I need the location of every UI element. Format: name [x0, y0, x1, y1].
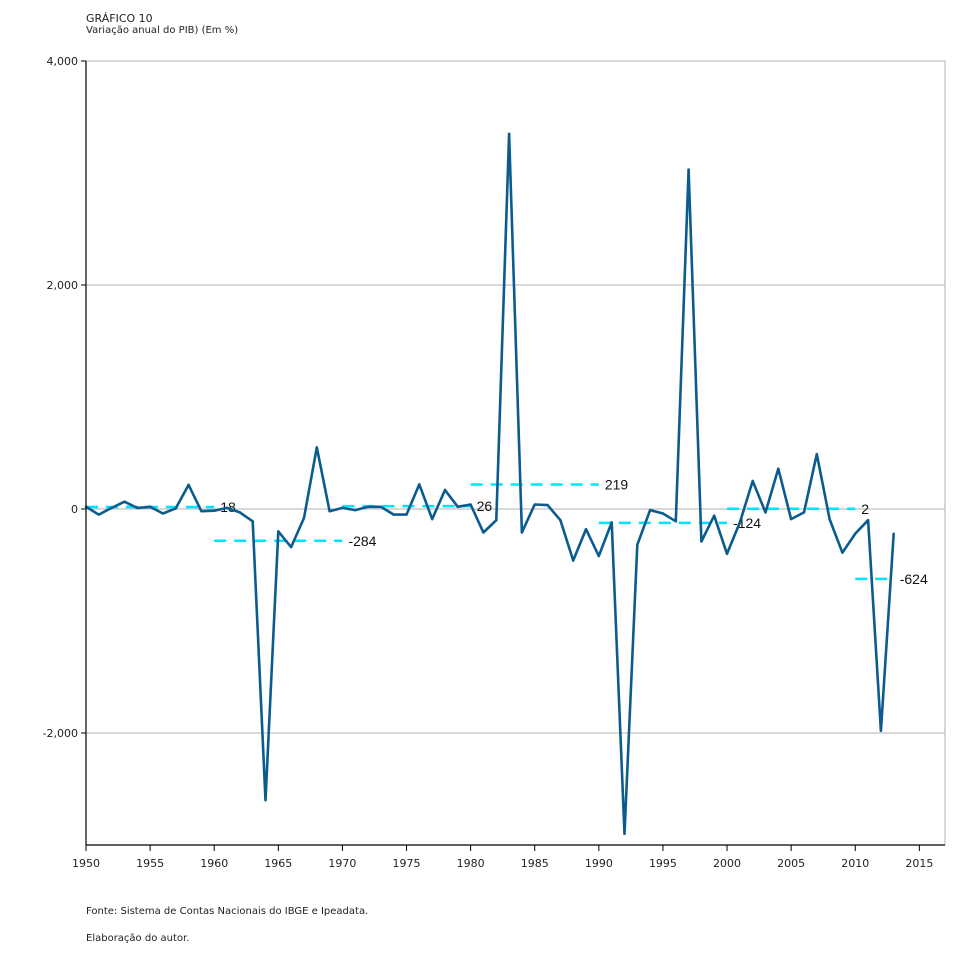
data-point	[520, 531, 524, 534]
x-tick-label: 1985	[521, 857, 549, 870]
data-point	[97, 513, 101, 516]
data-point	[213, 509, 216, 512]
x-tick-label: 1990	[585, 857, 613, 870]
data-point	[559, 519, 562, 522]
data-point	[405, 513, 408, 516]
data-point	[789, 517, 793, 521]
data-point	[802, 511, 806, 514]
data-point	[302, 516, 306, 520]
data-point	[648, 508, 652, 512]
average-label: -624	[900, 571, 928, 587]
x-tick-label: 2005	[777, 857, 805, 870]
data-point	[610, 521, 613, 524]
data-point	[341, 506, 344, 510]
data-point	[174, 507, 177, 510]
data-point	[251, 520, 254, 523]
series-layer	[84, 132, 895, 836]
average-label: 26	[477, 498, 493, 514]
data-point	[354, 508, 357, 512]
y-tick-label: 4,000	[47, 55, 79, 68]
data-point	[469, 503, 472, 506]
credit-note: Elaboração do autor.	[86, 933, 190, 944]
y-tick-label: -2,000	[43, 727, 78, 740]
data-point	[661, 512, 665, 515]
average-label: -284	[348, 533, 376, 549]
data-point	[418, 483, 421, 486]
data-point	[687, 168, 690, 171]
data-point	[315, 446, 318, 449]
x-tick-label: 1965	[264, 857, 292, 870]
x-tick-label: 2015	[905, 857, 933, 870]
data-point	[136, 506, 139, 510]
data-point	[584, 527, 588, 531]
data-point	[764, 511, 767, 514]
axes: -2,000 0 2,000 4,000 1950 1955 1960 1965 1970 197…	[43, 55, 945, 870]
data-point	[225, 506, 229, 510]
data-point	[277, 530, 280, 533]
data-point	[443, 488, 447, 492]
x-tick-label: 1995	[649, 857, 677, 870]
figure-label: GRÁFICO 10	[86, 12, 153, 25]
data-point	[495, 519, 498, 522]
data-point	[623, 832, 626, 835]
x-tick-label: 1960	[200, 857, 228, 870]
data-point	[456, 505, 460, 508]
data-point	[161, 512, 165, 515]
data-point	[392, 513, 395, 516]
data-point	[379, 505, 383, 508]
data-point	[533, 503, 536, 506]
data-point	[123, 500, 126, 503]
x-tick-label: 1975	[393, 857, 421, 870]
data-point	[546, 503, 549, 507]
x-tick-label: 1955	[136, 857, 164, 870]
data-point	[892, 532, 895, 535]
data-point	[828, 517, 831, 521]
y-tick-label: 2,000	[47, 279, 79, 292]
average-label: 219	[605, 476, 629, 492]
x-tick-label: 1980	[457, 857, 485, 870]
data-point	[482, 531, 485, 534]
data-point	[879, 729, 883, 732]
data-point	[328, 510, 331, 513]
data-point	[700, 540, 703, 543]
x-tick-label: 1970	[328, 857, 356, 870]
data-point	[507, 132, 511, 135]
data-point	[674, 520, 677, 523]
x-tick-label: 1950	[72, 857, 100, 870]
data-point	[571, 559, 575, 562]
data-point	[777, 467, 780, 470]
average-label: 2	[861, 501, 869, 517]
y-tick-label: 0	[71, 503, 78, 516]
data-point	[264, 799, 267, 802]
x-tick-label: 2000	[713, 857, 741, 870]
data-point	[430, 517, 434, 521]
data-point	[636, 543, 639, 547]
data-point	[148, 505, 152, 508]
data-point	[366, 505, 370, 508]
data-point	[725, 552, 729, 555]
data-point	[841, 551, 844, 554]
data-point	[200, 510, 203, 513]
data-point	[238, 511, 242, 514]
source-note: Fonte: Sistema de Contas Nacionais do IB…	[86, 906, 369, 917]
data-point	[815, 452, 818, 456]
data-point	[866, 519, 870, 522]
data-point	[110, 506, 113, 510]
data-point	[187, 483, 190, 487]
chart-subtitle: Variação anual do PIB) (Em %)	[86, 25, 239, 36]
data-point	[854, 532, 857, 535]
data-point	[289, 545, 293, 549]
series-line	[85, 132, 895, 836]
data-point	[738, 521, 742, 524]
x-tick-label: 2010	[841, 857, 869, 870]
data-point	[713, 514, 716, 517]
data-point	[751, 479, 754, 483]
data-point	[597, 554, 601, 558]
